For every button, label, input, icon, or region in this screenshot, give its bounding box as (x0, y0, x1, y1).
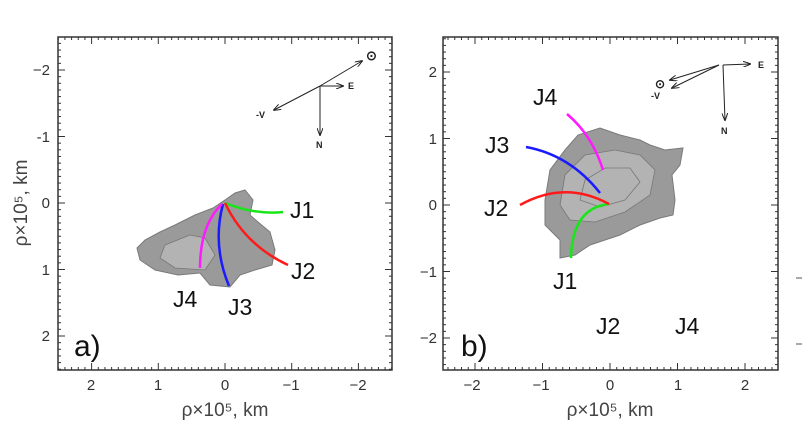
y-tick: 1 (42, 262, 50, 279)
y-tick: -1 (37, 129, 50, 146)
orientation-compass: E ⊙ -V N (651, 60, 764, 136)
jet-j3-curve (217, 203, 231, 287)
sun-symbol-icon: ⊙ (655, 77, 665, 91)
jet-label-j2: J2 (484, 195, 508, 221)
north-label: N (721, 126, 728, 136)
x-tick: 1 (154, 377, 162, 394)
x-tick: −1 (532, 377, 549, 394)
tick-marks (57, 37, 393, 370)
x-tick: 0 (606, 377, 614, 394)
x-tick-labels: −2 −1 0 1 2 (463, 377, 749, 394)
y-tick: −2 (420, 330, 437, 347)
east-label: E (348, 81, 354, 91)
panel-a: J1 J2 J3 J4 a) ⊙ E N -V 2 1 0 −1 −2 −2 -… (11, 36, 393, 421)
north-arrow (723, 64, 725, 120)
x-tick: −2 (463, 377, 480, 394)
orientation-compass: ⊙ E N -V (256, 48, 377, 150)
extra-label-j4: J4 (675, 313, 700, 339)
velocity-label: -V (256, 110, 265, 120)
x-tick-labels: 2 1 0 −1 −2 (87, 377, 367, 394)
y-tick: 1 (429, 131, 437, 148)
jet-label-j4: J4 (173, 286, 198, 312)
panel-b: J1 J2 J3 J4 J2 J4 b) E ⊙ -V N −2 −1 0 1 … (420, 36, 779, 421)
x-tick: 2 (741, 377, 749, 394)
jet-label-j1: J1 (553, 268, 577, 294)
y-tick: 2 (42, 328, 50, 345)
y-tick: −1 (420, 264, 437, 281)
jet-j1-curve (569, 202, 610, 259)
sun-arrow (319, 61, 362, 87)
jet-label-j2: J2 (291, 258, 315, 284)
y-tick-labels: −2 -1 0 1 2 (33, 62, 50, 345)
x-tick: −1 (282, 377, 299, 394)
tick-marks (443, 37, 778, 370)
x-tick: −2 (349, 377, 366, 394)
x-tick: 0 (221, 377, 229, 394)
east-arrow (722, 64, 750, 65)
jet-label-j3: J3 (228, 294, 252, 320)
sun-symbol-icon: ⊙ (366, 48, 377, 63)
y-tick: 0 (42, 195, 50, 212)
y-axis-label: ρ×10⁵, km (11, 160, 32, 247)
jet-j4-curve (566, 113, 605, 171)
jet-label-j4: J4 (533, 84, 558, 110)
extra-label-j2: J2 (596, 313, 620, 339)
y-tick: −2 (33, 62, 50, 79)
x-tick: 2 (87, 377, 95, 394)
y-tick: 2 (429, 64, 437, 81)
east-label: E (758, 60, 764, 70)
jet-j4-curve (198, 203, 223, 269)
jet-label-j1: J1 (290, 197, 314, 223)
velocity-arrow (274, 85, 321, 110)
y-tick: 0 (429, 197, 437, 214)
sun-arrow (670, 64, 720, 80)
x-axis-label: ρ×10⁵, km (182, 400, 269, 421)
x-tick: 1 (674, 377, 682, 394)
north-label: N (316, 140, 323, 150)
velocity-label: -V (651, 91, 660, 101)
y-tick-labels: 2 1 0 −1 −2 (420, 64, 437, 347)
jet-label-j3: J3 (485, 132, 509, 158)
velocity-arrow (672, 64, 720, 88)
panel-label: b) (461, 330, 488, 363)
contour (559, 149, 656, 223)
jet-j2-curve (223, 202, 289, 267)
jet-j2-curve (519, 191, 610, 207)
jet-j1-curve (224, 201, 284, 214)
x-axis-label: ρ×10⁵, km (567, 400, 654, 421)
jet-j3-curve (525, 145, 601, 194)
panel-label: a) (74, 330, 101, 363)
